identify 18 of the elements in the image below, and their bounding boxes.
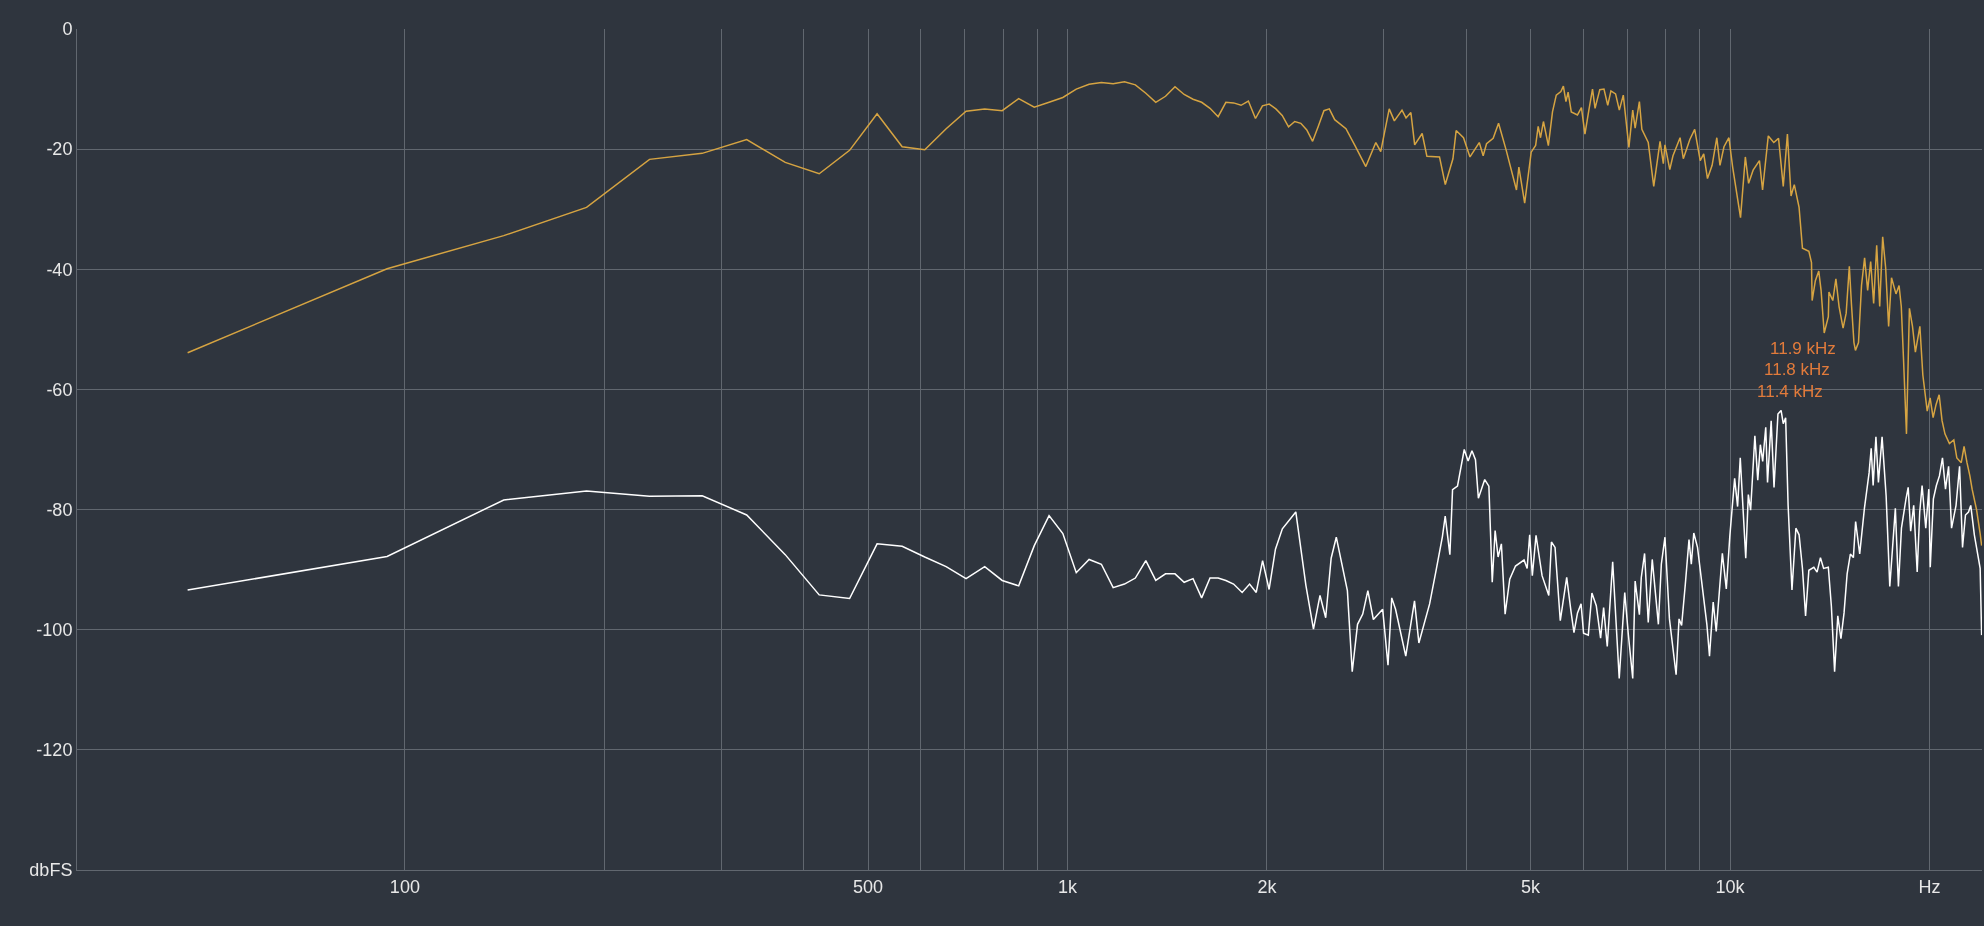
y-tick-label: dbFS <box>29 860 73 881</box>
y-tick-label: -20 <box>46 139 73 160</box>
y-tick-label: -120 <box>36 740 73 761</box>
y-tick-label: -60 <box>46 379 73 400</box>
x-tick-label: 100 <box>389 876 420 897</box>
y-tick-label: -40 <box>46 259 73 280</box>
x-tick-label: 1k <box>1057 876 1078 897</box>
annotation: 11.9 kHz <box>1770 339 1836 358</box>
x-tick-label: Hz <box>1918 876 1941 897</box>
y-tick-label: 0 <box>62 19 73 40</box>
y-tick-label: -100 <box>36 620 73 641</box>
annotation: 11.4 kHz <box>1757 382 1823 401</box>
x-tick-label: 500 <box>853 876 884 897</box>
x-tick-label: 5k <box>1521 876 1542 897</box>
x-tick-label: 2k <box>1257 876 1278 897</box>
annotation: 11.8 kHz <box>1764 360 1830 379</box>
y-tick-label: -80 <box>46 499 73 520</box>
x-tick-label: 10k <box>1715 876 1746 897</box>
